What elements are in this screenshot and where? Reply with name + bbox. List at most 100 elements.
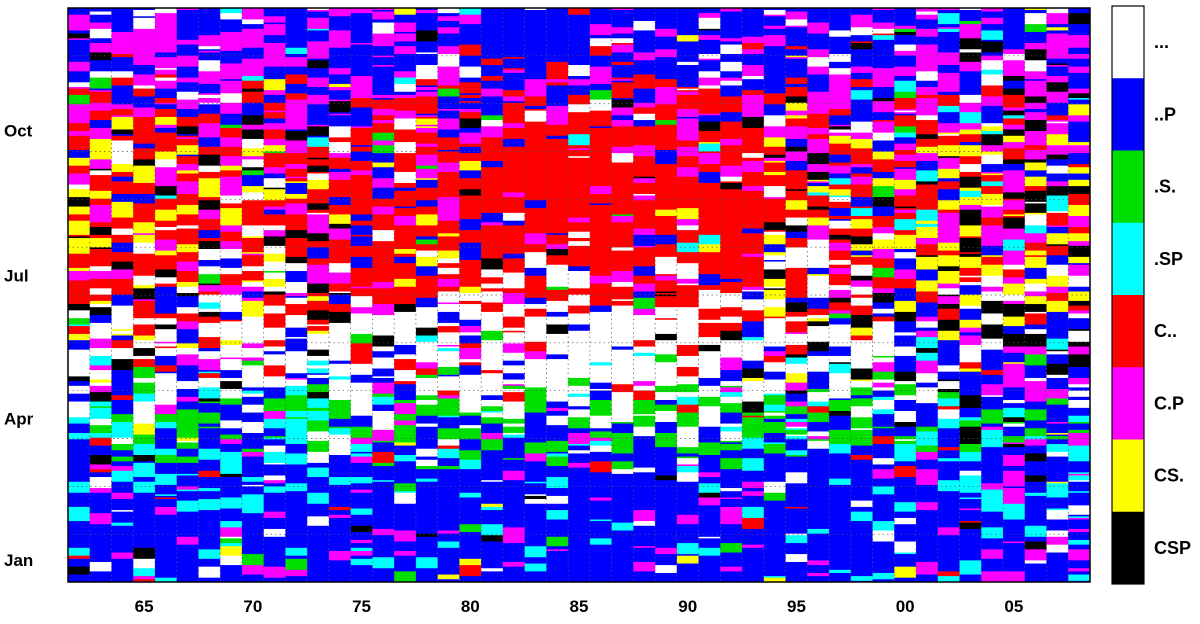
heatmap-cell	[176, 191, 199, 194]
heatmap-cell	[850, 294, 873, 297]
heatmap-cell	[1068, 528, 1091, 533]
heatmap-cell	[959, 102, 982, 113]
heatmap-cell	[372, 144, 395, 154]
heatmap-cell	[655, 127, 678, 139]
heatmap-cell	[68, 81, 91, 88]
heatmap-cell	[111, 416, 134, 422]
heatmap-cell	[111, 437, 134, 445]
heatmap-cell	[742, 253, 765, 257]
heatmap-cell	[698, 45, 721, 48]
heatmap-cell	[350, 44, 373, 56]
heatmap-cell	[676, 284, 699, 297]
heatmap-cell	[524, 12, 547, 15]
heatmap-cell	[415, 355, 439, 363]
heatmap-cell	[763, 243, 786, 253]
heatmap-cell	[437, 350, 460, 361]
heatmap-cell	[89, 204, 112, 212]
heatmap-cell	[89, 385, 112, 393]
heatmap-cell	[502, 225, 526, 234]
heatmap-cell	[1024, 102, 1047, 110]
heatmap-cell	[307, 398, 330, 408]
heatmap-cell	[481, 180, 504, 193]
heatmap-cell	[698, 30, 721, 36]
heatmap-cell	[1003, 352, 1026, 355]
heatmap-cell	[394, 8, 417, 15]
heatmap-cell	[568, 217, 591, 223]
heatmap-cell	[176, 377, 199, 382]
heatmap-cell	[372, 99, 395, 103]
heatmap-cell	[763, 286, 786, 289]
heatmap-cell	[198, 386, 221, 399]
heatmap-cell	[742, 393, 765, 396]
heatmap-cell	[829, 124, 852, 127]
heatmap-cell	[655, 446, 678, 456]
heatmap-cell	[1046, 154, 1069, 160]
heatmap-cell	[133, 256, 156, 264]
heatmap-cell	[763, 231, 786, 235]
heatmap-cell	[328, 418, 352, 427]
heatmap-cell	[589, 500, 613, 507]
heatmap-cell	[328, 214, 352, 224]
heatmap-cell	[633, 173, 656, 177]
heatmap-cell	[698, 537, 721, 548]
heatmap-cell	[589, 204, 613, 216]
heatmap-cell	[1068, 204, 1091, 216]
heatmap-cell	[850, 398, 873, 407]
heatmap-cell	[133, 339, 156, 349]
heatmap-cell	[350, 451, 373, 454]
heatmap-cell	[241, 347, 265, 352]
heatmap-cell	[763, 316, 786, 319]
heatmap-cell	[589, 45, 613, 56]
heatmap-cell	[829, 462, 852, 474]
heatmap-cell	[111, 511, 134, 517]
heatmap-cell	[68, 409, 91, 418]
legend-frame	[1111, 5, 1145, 585]
heatmap-cell	[611, 511, 634, 522]
heatmap-cell	[1003, 158, 1026, 165]
heatmap-cell	[372, 56, 395, 66]
heatmap-cell	[459, 143, 482, 147]
heatmap-cell	[1046, 254, 1069, 259]
heatmap-cell	[1046, 66, 1069, 69]
heatmap-cell	[829, 154, 852, 163]
heatmap-cell	[198, 347, 221, 352]
heatmap-cell	[263, 346, 286, 352]
heatmap-cell	[981, 163, 1004, 168]
heatmap-cell	[524, 256, 547, 265]
heatmap-cell	[850, 358, 873, 369]
heatmap-cell	[850, 236, 873, 245]
heatmap-cell	[720, 201, 743, 210]
heatmap-cell	[720, 457, 743, 470]
heatmap-cell	[546, 248, 569, 256]
heatmap-cell	[502, 331, 526, 344]
heatmap-cell	[111, 358, 134, 371]
heatmap-cell	[415, 124, 439, 127]
heatmap-cell	[437, 541, 460, 548]
heatmap-cell	[394, 492, 417, 504]
heatmap-cell	[133, 335, 156, 341]
heatmap-cell	[307, 247, 330, 259]
heatmap-cell	[176, 144, 199, 147]
heatmap-cell	[176, 55, 199, 67]
heatmap-cell	[524, 528, 547, 531]
heatmap-cell	[676, 218, 699, 226]
heatmap-cell	[959, 80, 982, 88]
heatmap-cell	[698, 289, 721, 298]
heatmap-cell	[68, 53, 91, 62]
heatmap-cell	[742, 309, 765, 322]
heatmap-cell	[328, 228, 352, 240]
heatmap-cell	[807, 138, 830, 147]
heatmap-cell	[394, 42, 417, 47]
heatmap-cell	[742, 157, 765, 161]
heatmap-cell	[872, 541, 895, 547]
heatmap-cell	[133, 143, 156, 146]
heatmap-cell	[959, 8, 982, 10]
heatmap-cell	[611, 468, 634, 474]
heatmap-cell	[415, 96, 439, 108]
heatmap-cell	[894, 541, 917, 553]
heatmap-cell	[981, 180, 1004, 187]
heatmap-cell	[698, 344, 721, 352]
heatmap-cell	[1068, 141, 1091, 146]
heatmap-cell	[742, 26, 765, 29]
heatmap-cell	[372, 481, 395, 493]
